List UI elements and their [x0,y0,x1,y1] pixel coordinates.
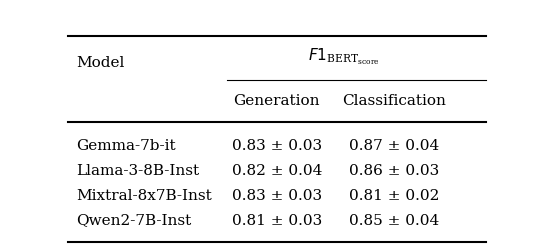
Text: 0.81 ± 0.02: 0.81 ± 0.02 [349,188,439,202]
Text: 0.81 ± 0.03: 0.81 ± 0.03 [232,214,322,228]
Text: 0.83 ± 0.03: 0.83 ± 0.03 [232,138,322,152]
Text: Classification: Classification [342,94,446,108]
Text: 0.86 ± 0.03: 0.86 ± 0.03 [349,164,439,177]
Text: Model: Model [76,56,124,70]
Text: $F1$$_{\mathregular{BERT}_{\mathregular{score}}}$: $F1$$_{\mathregular{BERT}_{\mathregular{… [308,47,380,67]
Text: Qwen2-7B-Inst: Qwen2-7B-Inst [76,214,191,228]
Text: 0.83 ± 0.03: 0.83 ± 0.03 [232,188,322,202]
Text: Mixtral-8x7B-Inst: Mixtral-8x7B-Inst [76,188,212,202]
Text: 0.85 ± 0.04: 0.85 ± 0.04 [349,214,439,228]
Text: Gemma-7b-it: Gemma-7b-it [76,138,176,152]
Text: 0.87 ± 0.04: 0.87 ± 0.04 [349,138,439,152]
Text: Llama-3-8B-Inst: Llama-3-8B-Inst [76,164,199,177]
Text: Generation: Generation [233,94,320,108]
Text: 0.82 ± 0.04: 0.82 ± 0.04 [232,164,322,177]
